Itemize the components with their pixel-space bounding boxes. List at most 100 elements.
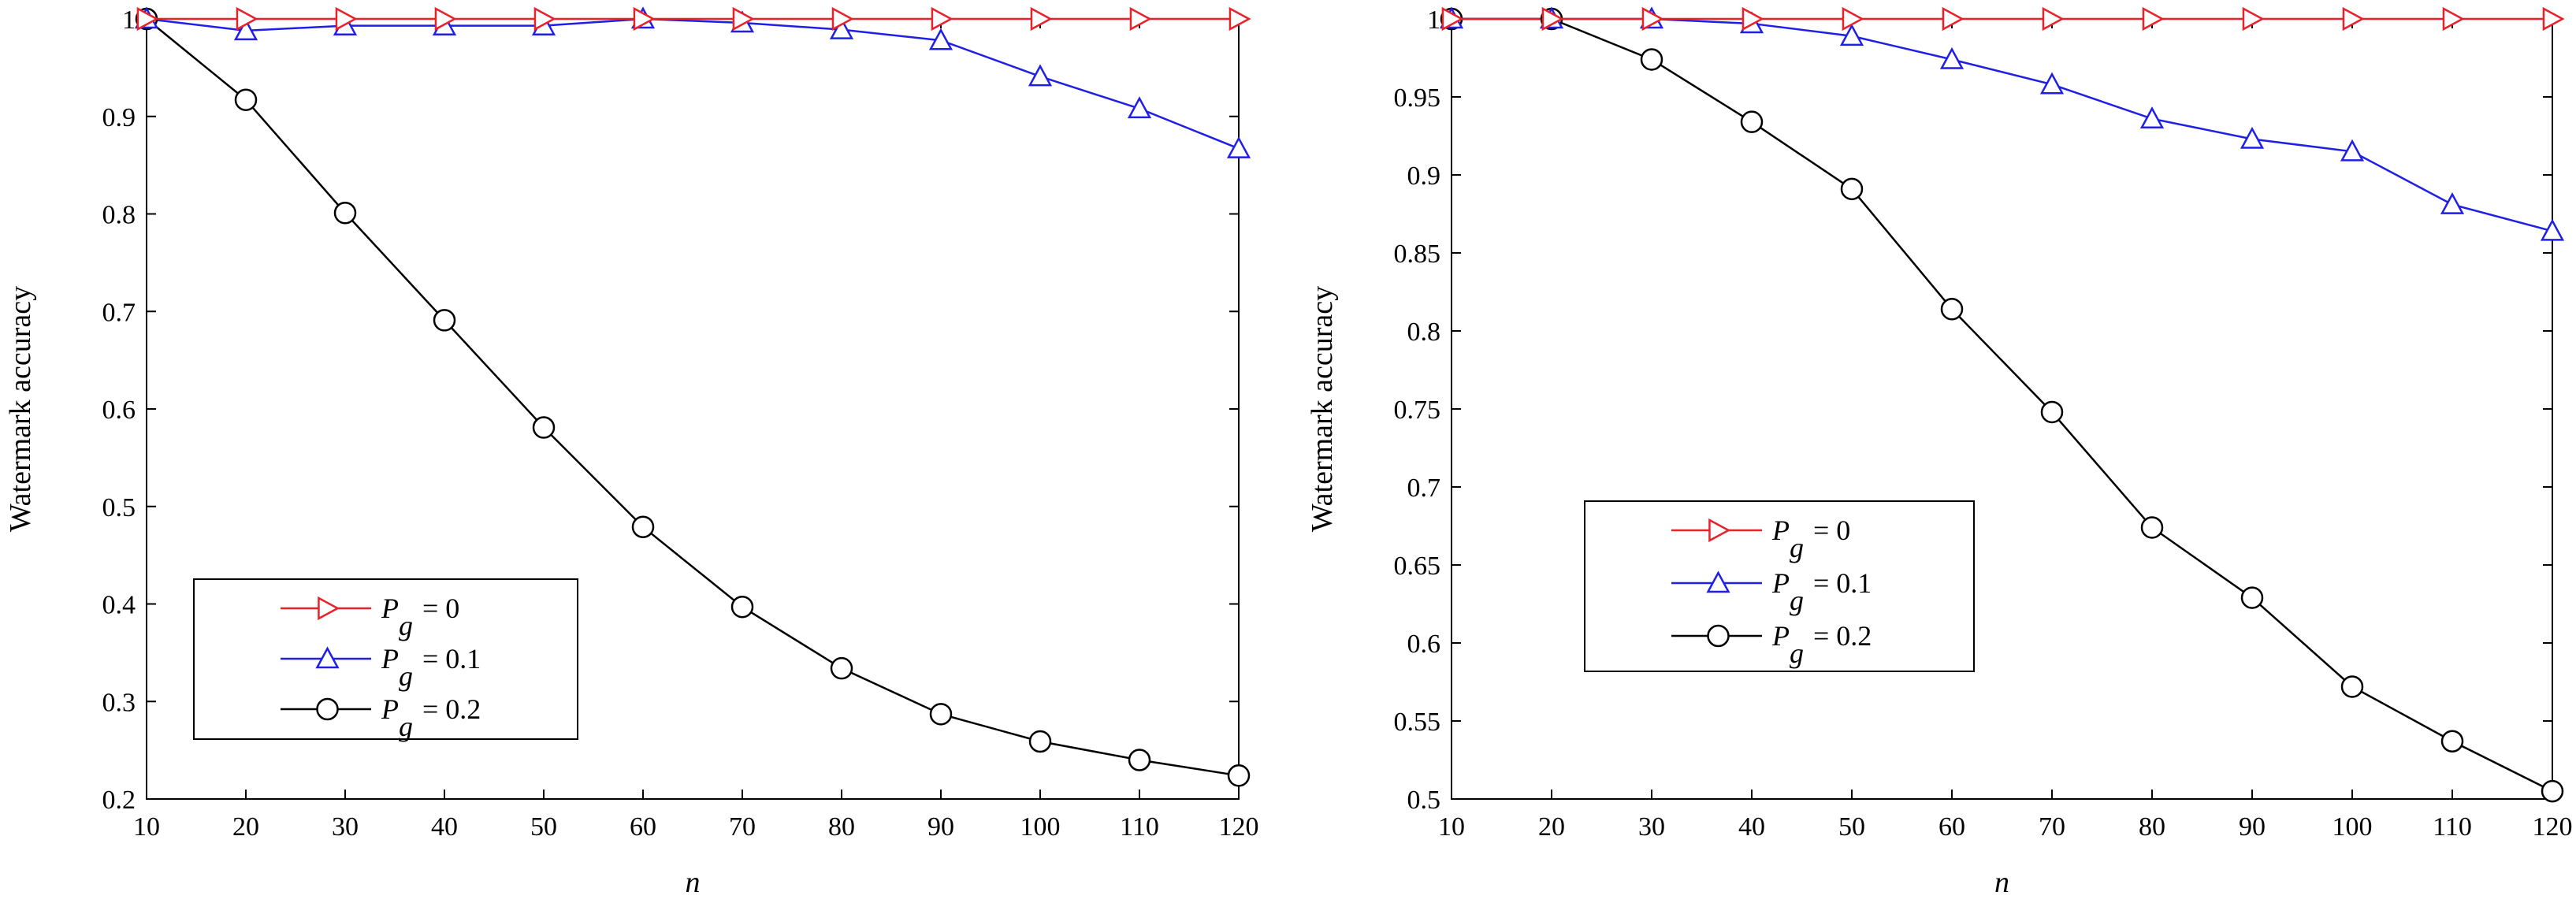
legend-box <box>193 578 578 740</box>
x-tick-label: 100 <box>1020 812 1061 842</box>
series-3-markers <box>1440 7 2564 803</box>
x-tick-label: 50 <box>1838 812 1865 842</box>
y-tick-label: 0.8 <box>1407 318 1441 347</box>
data-point <box>1129 6 1152 32</box>
legend-label-main: P <box>1771 567 1790 599</box>
x-tick-label: 30 <box>1638 812 1665 842</box>
legend-label-value: = 0 <box>1813 515 1850 546</box>
legend-marker <box>1707 624 1730 648</box>
data-point <box>2541 779 2564 803</box>
legend-label-main: P <box>381 593 399 624</box>
y-tick-label: 0.6 <box>1407 630 1441 659</box>
data-point <box>1028 64 1053 87</box>
data-point <box>1741 6 1764 32</box>
data-point <box>1441 6 1464 32</box>
data-point <box>929 703 953 726</box>
data-point <box>433 309 456 332</box>
legend-label-main: P <box>1771 620 1790 652</box>
data-point <box>2242 6 2265 32</box>
data-point <box>2039 72 2065 95</box>
data-point <box>928 28 953 50</box>
data-point <box>236 6 258 32</box>
data-point <box>1842 6 1864 32</box>
legend-label-value: = 0.2 <box>1813 620 1872 652</box>
x-tick-label: 10 <box>1438 812 1465 842</box>
y-tick-label: 1 <box>122 6 136 35</box>
data-point <box>2040 400 2064 424</box>
data-point <box>732 6 755 32</box>
legend-label-sub: g <box>399 711 413 742</box>
y-tick-label: 0.65 <box>1394 552 1441 581</box>
legend-label-sub: g <box>1790 585 1804 616</box>
data-point <box>233 18 258 41</box>
data-point <box>1840 177 1864 201</box>
y-tick-label: 0.55 <box>1394 708 1441 737</box>
y-axis-label: Watermark accuracy <box>4 286 37 532</box>
data-point <box>2340 139 2365 162</box>
x-tick-label: 110 <box>1120 812 1159 842</box>
data-point <box>1030 6 1053 32</box>
data-point <box>1541 6 1564 32</box>
y-tick-label: 0.2 <box>102 786 136 815</box>
legend: Pg = 0 Pg = 0.1 Pg = 0.2 <box>193 578 578 742</box>
data-point <box>2240 126 2265 149</box>
legend-label-value: = 0.1 <box>422 643 481 674</box>
data-point <box>333 202 357 225</box>
chart-1: 10 20 30 40 50 60 70 80 90 100 110 120 0.2 0.3 0.4 0.5 0… <box>4 6 1259 899</box>
data-point <box>2342 6 2365 32</box>
data-point <box>1227 764 1251 787</box>
data-point <box>1839 24 1864 46</box>
y-tick-label: 0.8 <box>102 201 136 230</box>
data-point <box>1939 46 1965 69</box>
data-point <box>2240 586 2264 609</box>
data-point <box>1640 48 1663 71</box>
legend-marker <box>318 596 340 621</box>
data-point <box>1128 749 1151 771</box>
data-point <box>2042 6 2065 32</box>
y-tick-label: 0.95 <box>1394 84 1441 113</box>
data-point <box>2142 6 2165 32</box>
legend: Pg = 0 Pg = 0.1 Pg = 0.2 <box>1584 500 1975 672</box>
y-tick-label: 0.5 <box>102 493 136 522</box>
x-tick-label: 60 <box>1939 812 1965 842</box>
y-tick-label: 0.9 <box>1407 162 1441 191</box>
data-point <box>1226 136 1251 158</box>
data-point <box>831 6 854 32</box>
y-tick-label: 0.7 <box>102 298 136 327</box>
x-tick-label: 20 <box>232 812 259 842</box>
legend-label-sub: g <box>399 610 413 641</box>
data-point <box>1229 6 1251 32</box>
data-point <box>1641 6 1664 32</box>
data-point <box>434 6 457 32</box>
series-2-markers <box>134 6 1251 158</box>
legend-label-value: = 0 <box>422 593 459 624</box>
data-point <box>2440 191 2465 214</box>
data-point <box>532 416 556 439</box>
legend-marker <box>316 697 339 721</box>
x-axis-label: n <box>1994 866 2009 899</box>
data-point <box>136 6 159 32</box>
y-tick-label: 1 <box>1427 6 1440 35</box>
y-tick-label: 0.7 <box>1407 474 1441 503</box>
legend-label-main: P <box>381 643 399 674</box>
legend-label-sub: g <box>1790 532 1804 563</box>
data-point <box>2340 675 2364 698</box>
data-point <box>2440 730 2464 752</box>
data-point <box>2442 6 2465 32</box>
data-point <box>1127 96 1152 119</box>
x-tick-label: 110 <box>2433 812 2472 842</box>
series-1-markers <box>1441 6 2565 32</box>
x-tick-label: 80 <box>828 812 855 842</box>
legend-marker <box>315 646 340 669</box>
legend-label-sub: g <box>399 660 413 692</box>
y-tick-label: 0.75 <box>1394 396 1441 425</box>
x-axis-label: n <box>686 866 701 899</box>
data-point <box>2540 218 2565 241</box>
y-tick-label: 0.5 <box>1407 786 1441 815</box>
data-point <box>1940 298 1964 321</box>
x-tick-label: 40 <box>431 812 458 842</box>
x-tick-label: 80 <box>2139 812 2165 842</box>
y-tick-label: 0.9 <box>102 103 136 132</box>
x-tick-label: 60 <box>630 812 656 842</box>
